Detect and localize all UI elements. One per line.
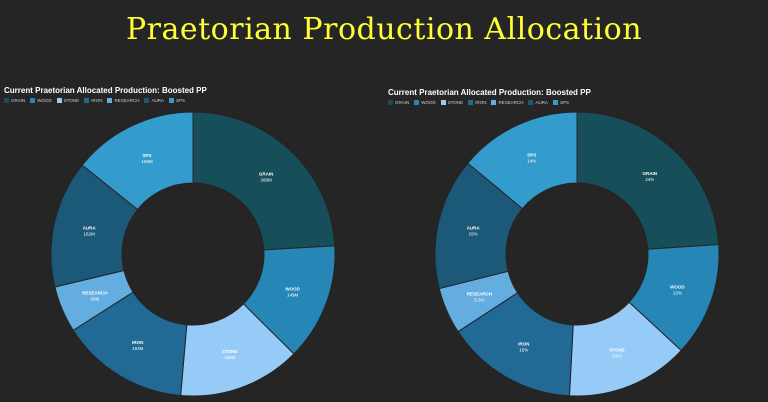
slice-value-label: 15% bbox=[519, 347, 528, 352]
legend-item-stone[interactable]: STONE bbox=[56, 98, 80, 103]
legend-swatch bbox=[440, 100, 446, 105]
legend-label: SPS bbox=[175, 98, 185, 103]
legend-label: RESEARCH bbox=[114, 98, 140, 103]
legend-label: STONE bbox=[63, 98, 80, 103]
legend-label: IRON bbox=[91, 98, 103, 103]
legend-swatch bbox=[414, 100, 420, 105]
chart-panel-left: Current Praetorian Allocated Production:… bbox=[0, 86, 370, 402]
chart-panel-right: Current Praetorian Allocated Production:… bbox=[384, 86, 754, 402]
chart-title: Current Praetorian Allocated Production:… bbox=[388, 88, 591, 97]
legend-label: GRAIN bbox=[11, 98, 26, 103]
slice-label: STONE bbox=[222, 349, 237, 354]
legend-swatch bbox=[144, 98, 150, 103]
slice-label: GRAIN bbox=[259, 172, 274, 177]
legend-swatch bbox=[491, 100, 497, 105]
legend-label: STONE bbox=[447, 100, 464, 105]
legend-item-iron[interactable]: IRON bbox=[84, 98, 102, 103]
legend-item-iron[interactable]: IRON bbox=[468, 100, 486, 105]
legend-item-wood[interactable]: WOOD bbox=[30, 98, 52, 103]
slice-value-label: 162M bbox=[83, 232, 95, 237]
slice-value-label: 149M bbox=[287, 293, 299, 298]
page-title: Praetorian Production Allocation bbox=[125, 12, 643, 47]
legend-swatch bbox=[468, 100, 474, 105]
legend-item-wood[interactable]: WOOD bbox=[414, 100, 436, 105]
legend-item-grain[interactable]: GRAIN bbox=[4, 98, 25, 103]
slice-grain[interactable] bbox=[192, 111, 336, 251]
chart-title: Current Praetorian Allocated Production:… bbox=[4, 86, 207, 95]
slice-label: WOOD bbox=[285, 287, 300, 292]
legend-swatch bbox=[552, 100, 558, 105]
slice-label: IRON bbox=[518, 341, 529, 346]
legend-label: WOOD bbox=[37, 98, 52, 103]
slice-value-label: 156M bbox=[224, 355, 236, 360]
legend-item-sps[interactable]: SPS bbox=[552, 100, 569, 105]
slice-value-label: 15% bbox=[469, 231, 478, 236]
slice-value-label: 269M bbox=[260, 178, 272, 183]
slice-grain[interactable] bbox=[576, 111, 720, 250]
legend-label: IRON bbox=[475, 100, 487, 105]
slice-label: WOOD bbox=[670, 285, 685, 290]
donut-chart: GRAIN24%WOOD13%STONE14%IRON15%RESEARCH5.… bbox=[434, 111, 720, 397]
slice-sps[interactable] bbox=[81, 111, 194, 211]
legend-swatch bbox=[30, 98, 36, 103]
slice-label: SPS bbox=[527, 153, 536, 158]
slice-value-label: 5.3% bbox=[474, 298, 484, 303]
legend-swatch bbox=[168, 98, 174, 103]
slice-value-label: 24% bbox=[645, 177, 654, 182]
slice-label: AURA bbox=[83, 226, 97, 231]
slice-label: RESEARCH bbox=[82, 291, 107, 296]
legend-swatch bbox=[4, 98, 9, 103]
legend-item-aura[interactable]: AURA bbox=[144, 98, 164, 103]
legend-item-grain[interactable]: GRAIN bbox=[388, 100, 409, 105]
slice-label: GRAIN bbox=[642, 171, 657, 176]
legend-label: RESEARCH bbox=[498, 100, 524, 105]
slice-value-label: 14% bbox=[527, 159, 536, 164]
legend-label: SPS bbox=[559, 100, 569, 105]
slice-label: IRON bbox=[132, 340, 143, 345]
legend-item-research[interactable]: RESEARCH bbox=[107, 98, 139, 103]
legend-swatch bbox=[388, 100, 393, 105]
slice-value-label: 163M bbox=[132, 346, 144, 351]
slice-label: RESEARCH bbox=[467, 292, 492, 297]
legend-item-sps[interactable]: SPS bbox=[168, 98, 185, 103]
slice-label: AURA bbox=[467, 225, 481, 230]
slice-value-label: 159M bbox=[141, 159, 153, 164]
slice-label: STONE bbox=[609, 348, 624, 353]
slice-value-label: 13% bbox=[673, 291, 682, 296]
slice-value-label: 59M bbox=[91, 297, 100, 302]
slice-sps[interactable] bbox=[467, 111, 578, 210]
legend-swatch bbox=[107, 98, 113, 103]
legend-label: WOOD bbox=[421, 100, 436, 105]
legend-item-research[interactable]: RESEARCH bbox=[491, 100, 523, 105]
chart-legend: GRAIN WOOD STONE IRON RESEARCH AURA SPS bbox=[4, 98, 185, 103]
legend-swatch bbox=[84, 98, 90, 103]
legend-label: AURA bbox=[151, 98, 164, 103]
legend-label: GRAIN bbox=[395, 100, 410, 105]
legend-item-stone[interactable]: STONE bbox=[440, 100, 464, 105]
legend-swatch bbox=[528, 100, 534, 105]
legend-item-aura[interactable]: AURA bbox=[528, 100, 548, 105]
slice-value-label: 14% bbox=[613, 354, 622, 359]
legend-label: AURA bbox=[535, 100, 548, 105]
chart-legend: GRAIN WOOD STONE IRON RESEARCH AURA SPS bbox=[388, 100, 569, 105]
legend-swatch bbox=[56, 98, 62, 103]
slice-label: SPS bbox=[142, 153, 151, 158]
